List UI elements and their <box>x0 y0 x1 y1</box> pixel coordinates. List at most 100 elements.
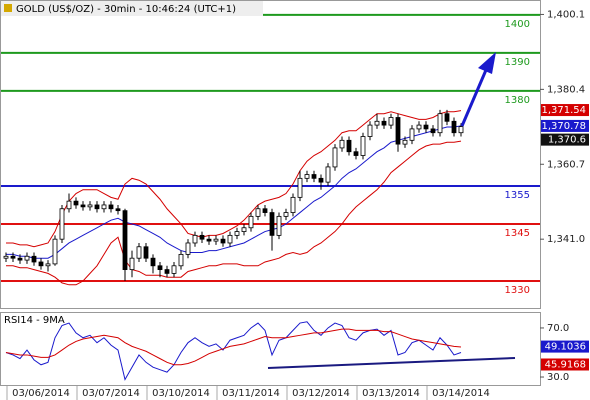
candle-body <box>52 238 58 265</box>
candle-body <box>178 253 184 267</box>
candle-body <box>129 257 135 270</box>
candle-body <box>374 120 380 126</box>
rsi-line <box>5 328 462 366</box>
candle-body <box>10 255 16 259</box>
candle-body <box>115 208 121 212</box>
level-label: 1330 <box>505 285 530 296</box>
candle-body <box>17 257 23 261</box>
candle-body <box>80 204 86 208</box>
candle-body <box>136 246 142 259</box>
rsi-trendline <box>267 357 516 369</box>
candle-body <box>171 265 177 274</box>
x-tick-label: 03/12/2014 <box>292 388 350 399</box>
candle-body <box>437 113 443 134</box>
title-box <box>1 1 263 16</box>
candle-body <box>38 261 44 267</box>
candle-body <box>451 120 457 134</box>
overlay-line <box>6 125 462 259</box>
value-badge <box>541 104 589 117</box>
level-label: 1390 <box>505 57 530 68</box>
y-tick-label: 1,341.0 <box>547 234 585 245</box>
arrow-head <box>478 52 496 74</box>
candle-body <box>360 136 366 156</box>
value-badge <box>541 340 589 353</box>
candle-body <box>143 246 149 259</box>
candle-body <box>248 215 254 229</box>
candle-body <box>290 196 296 213</box>
value-badge-label: 45.9168 <box>545 359 586 370</box>
candle-body <box>367 124 373 137</box>
rsi-panel <box>0 312 541 386</box>
value-badge-label: 1,370.6 <box>548 135 586 146</box>
candle-body <box>213 238 219 242</box>
candle-body <box>150 257 156 267</box>
candle-body <box>311 174 317 179</box>
candle-body <box>325 166 331 183</box>
candle-body <box>192 234 198 244</box>
y-tick-label: 1,380.4 <box>547 84 585 95</box>
y-tick-label: 1,360.7 <box>547 159 585 170</box>
x-tick-label: 03/11/2014 <box>222 388 280 399</box>
candle-body <box>108 204 114 210</box>
candle-body <box>388 117 394 126</box>
price-panel <box>0 0 541 309</box>
candle-body <box>283 212 289 217</box>
candle-body <box>297 177 303 198</box>
candle-body <box>59 208 65 240</box>
candle-body <box>304 174 310 179</box>
candle-body <box>220 238 226 244</box>
candle-body <box>227 234 233 244</box>
title-icon <box>4 4 12 12</box>
candle-body <box>234 231 240 236</box>
level-label: 1345 <box>505 228 530 239</box>
candle-body <box>416 124 422 130</box>
value-badge-label: 1,371.54 <box>541 105 586 116</box>
rsi-line <box>5 321 462 381</box>
plot-layer: 1400 1390 1380 1355 1345 1330 <box>1 13 540 381</box>
level-label: 1400 <box>505 19 530 30</box>
value-badge-label: 1,370.78 <box>541 121 586 132</box>
candle-body <box>409 128 415 141</box>
value-badge <box>541 133 589 146</box>
candle-body <box>269 212 275 236</box>
x-tick-label: 03/06/2014 <box>12 388 70 399</box>
x-tick-label: 03/07/2014 <box>82 388 140 399</box>
candle-body <box>318 177 324 183</box>
candle-body <box>276 215 282 236</box>
x-tick-label: 03/14/2014 <box>432 388 490 399</box>
y-tick-label: 30.0 <box>547 372 569 383</box>
candle-body <box>423 124 429 130</box>
x-tick-label: 03/13/2014 <box>362 388 420 399</box>
candle-body <box>444 113 450 122</box>
candle-body <box>339 139 345 149</box>
candle-body <box>241 227 247 232</box>
chart-title: GOLD (US$/OZ) - 30min - 10:46:24 (UTC+1) <box>16 4 236 15</box>
candle-body <box>157 265 163 270</box>
overlay-line <box>6 140 462 286</box>
candle-body <box>395 117 401 145</box>
candle-body <box>101 204 107 210</box>
candle-body <box>255 208 261 217</box>
candle-body <box>381 120 387 126</box>
candle-body <box>66 200 72 210</box>
value-badge <box>541 119 589 132</box>
candle-body <box>122 210 128 270</box>
level-label: 1380 <box>505 95 530 106</box>
candle-body <box>94 204 100 210</box>
y-tick-label: 70.0 <box>547 323 569 334</box>
rsi-title: RSI14 - 9MA <box>4 315 65 326</box>
candle-body <box>185 242 191 255</box>
candle-body <box>24 255 30 261</box>
level-label: 1355 <box>505 190 530 201</box>
candle-body <box>73 200 79 206</box>
candle-body <box>262 208 268 213</box>
x-tick-label: 03/10/2014 <box>152 388 210 399</box>
overlay-line <box>6 110 462 248</box>
value-badge-label: 49.1036 <box>545 342 586 353</box>
candle-body <box>164 269 170 274</box>
candle-body <box>458 126 464 134</box>
value-badge <box>541 358 589 371</box>
candle-body <box>199 234 205 240</box>
candle-body <box>31 255 37 263</box>
